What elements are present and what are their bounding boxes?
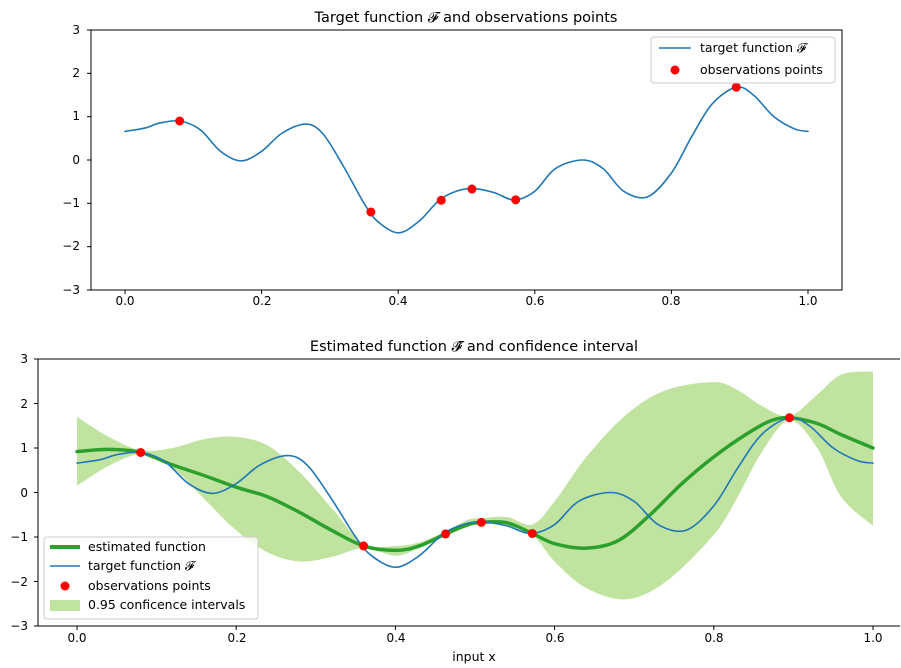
bottom-y-tick-label: 0 — [20, 486, 28, 500]
bottom-legend-confidence-swatch — [50, 600, 80, 611]
bottom-y-tick-label: −2 — [10, 575, 28, 589]
top-chart: Target function 𝓕 and observations point… — [62, 10, 843, 308]
bottom-y-tick-label: −1 — [10, 530, 28, 544]
top-y-tick-label: −1 — [62, 196, 80, 210]
top-legend-box — [650, 36, 836, 84]
top-target-line — [124, 86, 809, 234]
bottom-legend-observations-label: observations points — [88, 578, 211, 593]
bottom-observation-point — [441, 529, 451, 539]
bottom-y-tick-label: 2 — [20, 397, 28, 411]
top-observation-point — [175, 116, 185, 126]
bottom-observation-point — [476, 517, 486, 527]
top-tick-marks — [87, 29, 809, 294]
top-legend-observations-swatch — [670, 65, 680, 75]
bottom-x-ticks: 0.0 0.2 0.4 0.6 0.8 1.0 — [67, 631, 882, 645]
bottom-target-line — [76, 416, 874, 569]
bottom-chart-title: Estimated function 𝓕̂ and confidence int… — [310, 339, 638, 355]
bottom-legend-confidence-label: 0.95 conficence intervals — [88, 597, 245, 612]
bottom-chart: Estimated function 𝓕̂ and confidence int… — [10, 339, 900, 664]
top-x-tick-label: 1.0 — [798, 294, 817, 308]
top-y-tick-label: −3 — [62, 283, 80, 297]
bottom-y-tick-label: 3 — [20, 352, 28, 366]
top-observation-point — [366, 207, 376, 217]
top-legend-target-label: target function 𝓕 — [700, 40, 809, 55]
bottom-confidence-band — [77, 371, 873, 600]
top-y-ticks: 3 2 1 0 −1 −2 −3 — [62, 23, 80, 297]
bottom-y-tick-label: −3 — [10, 619, 28, 633]
bottom-x-tick-label: 0.6 — [545, 631, 564, 645]
top-observation-point — [511, 195, 521, 205]
top-legend-observations-label: observations points — [700, 62, 823, 77]
bottom-legend-target-label: target function 𝓕 — [88, 558, 197, 573]
top-x-tick-label: 0.6 — [525, 294, 544, 308]
bottom-legend: estimated function target function 𝓕 obs… — [43, 536, 259, 620]
top-y-tick-label: 3 — [72, 23, 80, 37]
bottom-legend-box — [43, 536, 259, 620]
top-observation-point — [436, 195, 446, 205]
top-y-tick-label: 0 — [72, 153, 80, 167]
bottom-observation-point — [784, 413, 794, 423]
bottom-plot-area — [75, 371, 875, 600]
bottom-legend-observations-swatch — [60, 581, 70, 591]
top-observation-point — [467, 184, 477, 194]
top-x-tick-label: 0.0 — [115, 294, 134, 308]
top-x-ticks: 0.0 0.2 0.4 0.6 0.8 1.0 — [115, 294, 817, 308]
bottom-x-axis-label: input x — [452, 649, 496, 664]
bottom-tick-marks — [34, 358, 874, 630]
top-y-tick-label: −2 — [62, 239, 80, 253]
top-x-tick-label: 0.2 — [252, 294, 271, 308]
bottom-x-tick-label: 0.2 — [227, 631, 246, 645]
bottom-observation-point — [527, 528, 537, 538]
top-y-tick-label: 2 — [72, 66, 80, 80]
bottom-y-tick-label: 1 — [20, 441, 28, 455]
bottom-legend-estimate-label: estimated function — [88, 539, 206, 554]
top-observation-point — [731, 82, 741, 92]
top-plot-area — [124, 82, 809, 234]
bottom-observation-point — [359, 541, 369, 551]
top-x-tick-label: 0.8 — [661, 294, 680, 308]
bottom-x-tick-label: 0.8 — [704, 631, 723, 645]
top-y-tick-label: 1 — [72, 109, 80, 123]
top-chart-title: Target function 𝓕 and observations point… — [314, 10, 618, 26]
top-x-tick-label: 0.4 — [388, 294, 407, 308]
bottom-x-tick-label: 0.0 — [67, 631, 86, 645]
bottom-x-tick-label: 0.4 — [386, 631, 405, 645]
bottom-observation-point — [136, 447, 146, 457]
bottom-x-tick-label: 1.0 — [863, 631, 882, 645]
bottom-y-ticks: 3 2 1 0 −1 −2 −3 — [10, 352, 28, 633]
top-legend: target function 𝓕 observations points — [650, 36, 836, 84]
